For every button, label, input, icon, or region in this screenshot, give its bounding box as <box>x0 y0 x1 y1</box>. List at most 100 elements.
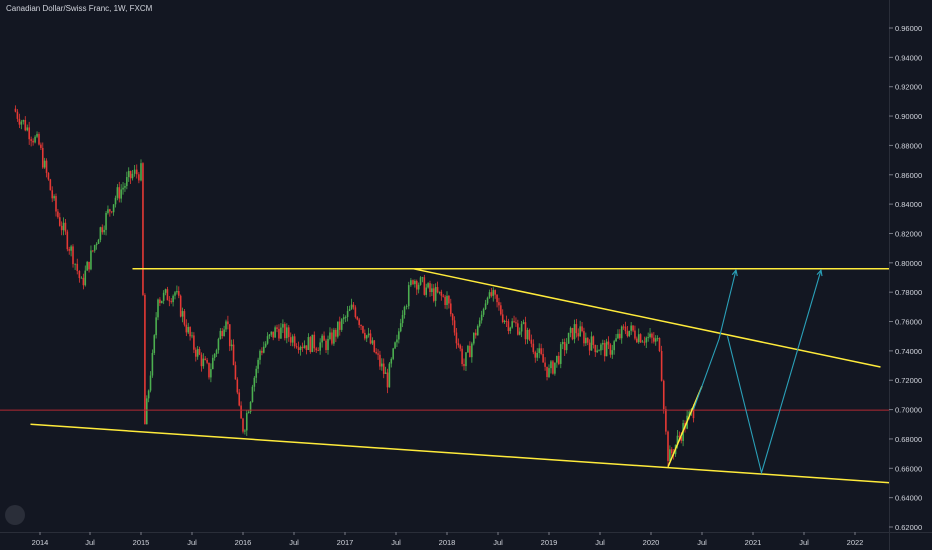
candle-body <box>641 341 644 343</box>
candle-body <box>278 328 280 339</box>
candle-body <box>114 197 117 205</box>
candle-body <box>398 331 400 340</box>
candle-body <box>295 346 298 348</box>
candle-body <box>74 263 76 265</box>
candle-body <box>20 121 23 125</box>
candle-body <box>208 362 210 378</box>
candle-body <box>509 327 512 332</box>
candle-body <box>289 337 292 343</box>
candle-body <box>323 335 325 341</box>
candle-body <box>47 172 50 180</box>
candle-body <box>390 358 393 364</box>
candle-body <box>135 169 138 175</box>
candle-body <box>478 320 481 327</box>
x-tick-label: 2018 <box>439 538 456 547</box>
candle-body <box>609 344 612 355</box>
candle-body <box>680 436 683 441</box>
candle-body <box>147 390 150 399</box>
candle-body <box>215 350 218 354</box>
candle-body <box>66 231 69 250</box>
candle-body <box>665 409 667 432</box>
candle-body <box>605 341 608 357</box>
candle-body <box>465 352 467 367</box>
candle-body <box>554 362 556 374</box>
candle-body <box>515 322 517 324</box>
candle-body <box>309 337 312 353</box>
candle-body <box>162 292 165 301</box>
candle-body <box>26 127 29 131</box>
candle-body <box>14 108 17 112</box>
x-tick-label: 2015 <box>133 538 150 547</box>
candle-body <box>412 280 414 285</box>
candle-body <box>51 190 54 199</box>
candle-body <box>88 261 90 270</box>
x-tick-label: Jul <box>391 538 401 547</box>
candle-body <box>76 263 79 271</box>
candle-body <box>268 334 271 337</box>
candle-body <box>107 209 109 213</box>
x-tick-label: 2021 <box>745 538 762 547</box>
candle-body <box>313 334 316 349</box>
candle-body <box>249 401 252 412</box>
projection-path-5 <box>726 270 822 475</box>
candle-body <box>95 243 98 246</box>
candle-body <box>620 326 623 339</box>
candle-body <box>517 323 519 335</box>
candle-body <box>552 361 554 374</box>
candle-body <box>636 338 638 343</box>
x-tick-label: Jul <box>799 538 809 547</box>
y-tick-label: 0.86000 <box>895 171 922 180</box>
candle-body <box>200 354 203 367</box>
candle-body <box>364 332 366 339</box>
candle-body <box>415 280 418 290</box>
candle-body <box>116 187 119 198</box>
candle-body <box>676 435 679 445</box>
candle-body <box>287 327 290 338</box>
y-tick-label: 0.82000 <box>895 229 922 238</box>
candle-body <box>305 345 308 350</box>
candle-body <box>221 330 224 337</box>
candle-body <box>198 349 201 355</box>
y-tick-label: 0.84000 <box>895 200 922 209</box>
candle-body <box>488 292 491 298</box>
candle-body <box>581 326 583 332</box>
candle-body <box>600 344 602 351</box>
candle-body <box>559 344 562 364</box>
candle-body <box>337 321 339 337</box>
candle-body <box>262 346 265 353</box>
candle-body <box>155 317 157 336</box>
candle-body <box>436 287 439 293</box>
candle-body <box>325 340 327 351</box>
candle-body <box>245 413 248 431</box>
candle-body <box>507 321 510 332</box>
candle-body <box>603 342 606 357</box>
candle-body <box>145 398 148 425</box>
candle-body <box>194 349 197 357</box>
candle-body <box>369 333 372 344</box>
candle-body <box>546 366 548 378</box>
candle-body <box>358 319 360 325</box>
candle-body <box>227 321 229 325</box>
candle-body <box>257 359 259 369</box>
y-tick-label: 0.70000 <box>895 406 922 415</box>
candle-body <box>293 336 296 347</box>
candle-body <box>429 283 431 293</box>
candle-body <box>261 350 263 353</box>
candle-body <box>206 359 208 363</box>
candle-body <box>92 250 94 252</box>
candle-body <box>291 336 294 343</box>
x-tick-label: 2020 <box>643 538 660 547</box>
candle-body <box>379 354 381 367</box>
candle-body <box>434 287 437 301</box>
y-tick-label: 0.78000 <box>895 288 922 297</box>
candle-body <box>520 323 523 332</box>
tradingview-logo-icon[interactable] <box>5 505 25 525</box>
candle-body <box>270 331 273 335</box>
candle-body <box>678 435 681 437</box>
candle-body <box>159 299 161 304</box>
candle-body <box>396 339 398 343</box>
candle-body <box>534 352 537 358</box>
candle-body <box>619 333 621 339</box>
candle-body <box>36 134 38 137</box>
